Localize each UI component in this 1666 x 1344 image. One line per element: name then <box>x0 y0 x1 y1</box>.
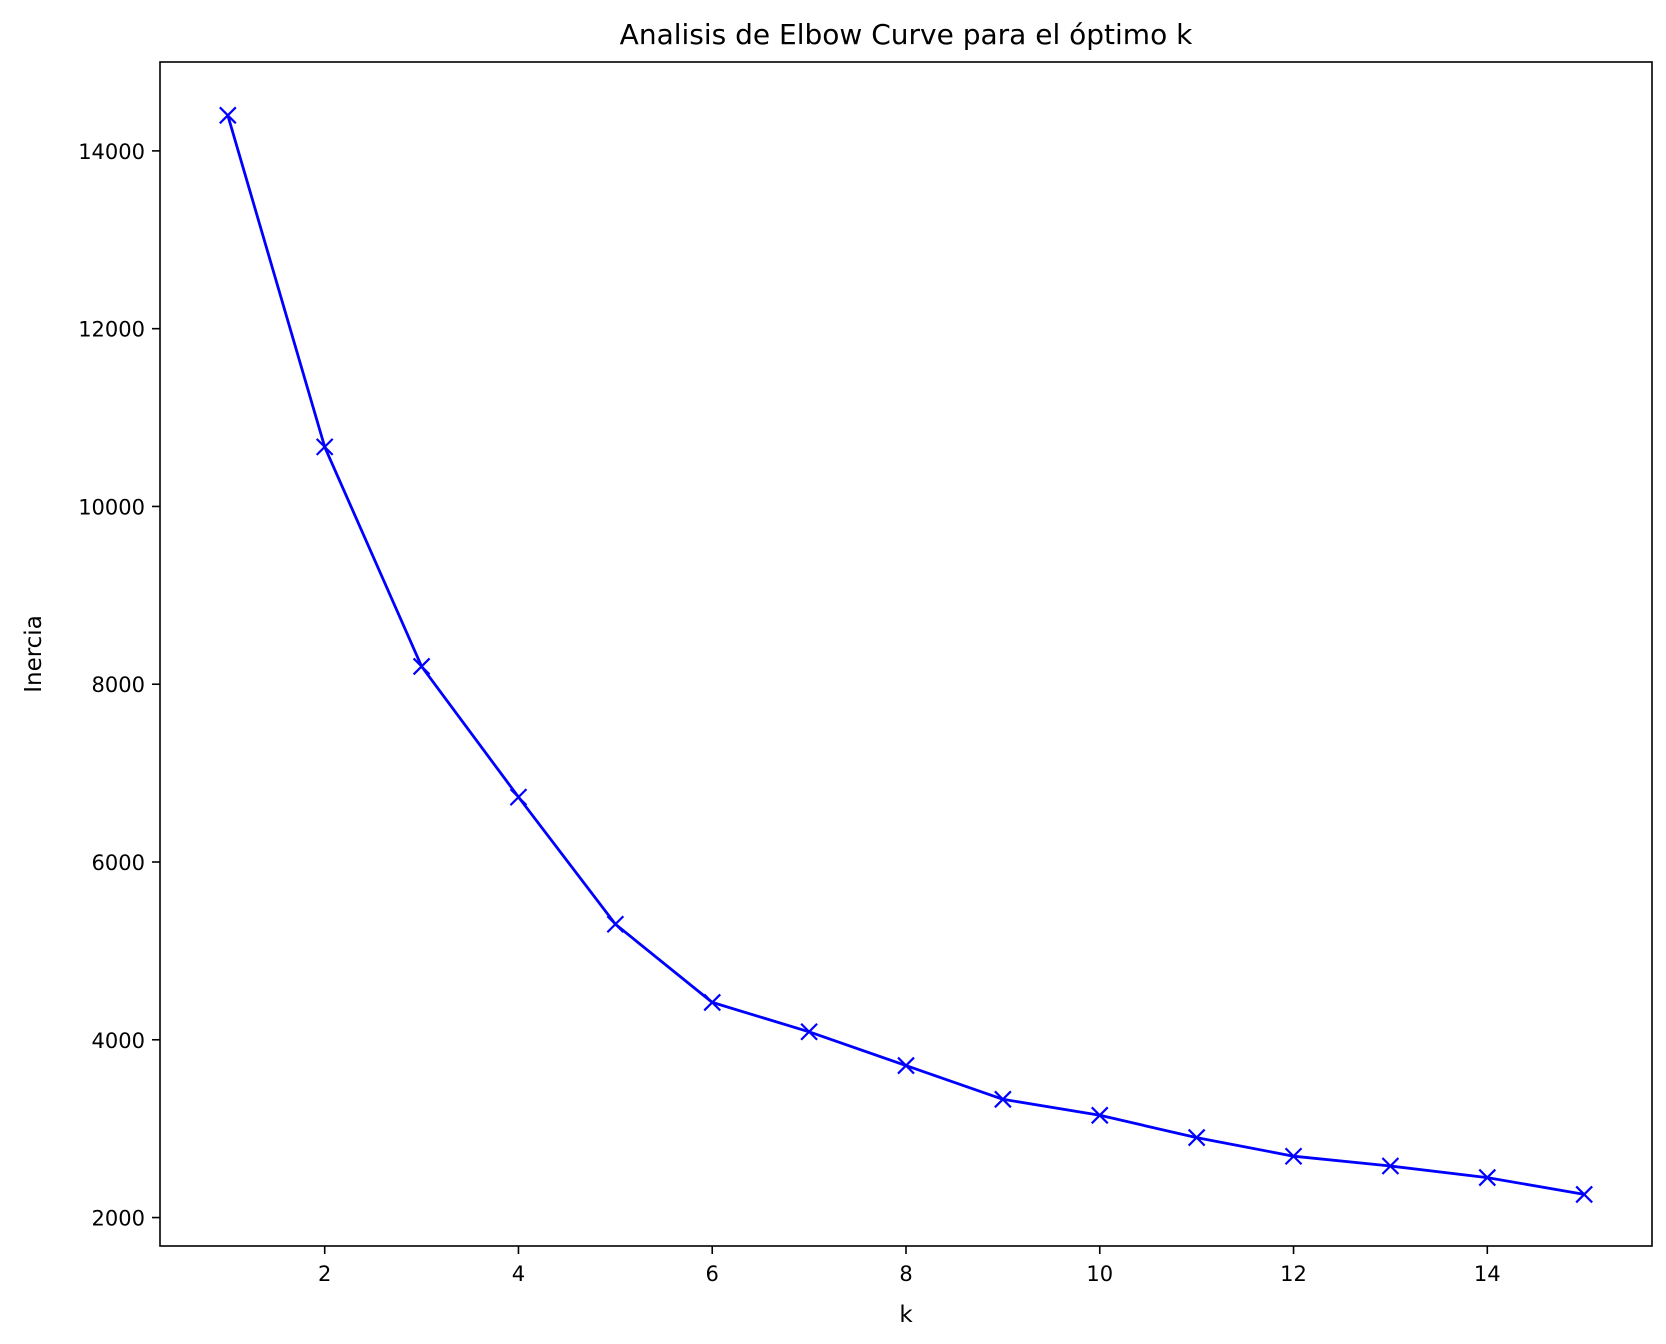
x-tick-label: 2 <box>318 1262 331 1286</box>
x-tick-label: 14 <box>1474 1262 1501 1286</box>
data-point-marker <box>509 788 528 806</box>
series-line <box>226 114 1585 1196</box>
y-tick-label: 2000 <box>92 1207 145 1231</box>
x-axis: 2 4 6 8 10 12 14 <box>318 1246 1501 1286</box>
y-tick-label: 12000 <box>78 318 145 342</box>
data-point-marker <box>219 106 237 125</box>
data-point-marker <box>315 438 334 456</box>
y-tick-label: 8000 <box>92 673 145 697</box>
data-point-marker <box>703 993 722 1012</box>
data-point-marker <box>1478 1168 1497 1187</box>
x-tick-label: 4 <box>512 1262 525 1286</box>
y-axis-label: Inercia <box>21 615 47 693</box>
y-axis: 2000 4000 6000 8000 10000 12000 14000 <box>78 140 160 1231</box>
y-tick-label: 14000 <box>78 140 145 164</box>
data-point-marker <box>897 1056 915 1075</box>
x-tick-label: 12 <box>1280 1262 1307 1286</box>
data-point-marker <box>1381 1157 1400 1175</box>
data-point-marker <box>994 1090 1012 1109</box>
data-point-marker <box>800 1023 818 1041</box>
chart-title: Analisis de Elbow Curve para el óptimo k <box>620 18 1193 51</box>
x-tick-label: 8 <box>899 1262 912 1286</box>
y-tick-label: 10000 <box>78 495 145 519</box>
data-point-marker <box>412 657 431 676</box>
data-point-marker <box>1090 1106 1109 1125</box>
x-axis-label: k <box>899 1302 913 1328</box>
data-point-marker <box>1187 1128 1206 1147</box>
series-group <box>219 106 1593 1204</box>
y-tick-label: 4000 <box>92 1029 145 1053</box>
data-point-marker <box>606 915 625 933</box>
plot-area <box>159 61 1653 1247</box>
x-tick-label: 10 <box>1086 1262 1113 1286</box>
data-point-marker <box>1575 1185 1593 1204</box>
y-tick-label: 6000 <box>92 851 145 875</box>
x-tick-label: 6 <box>706 1262 719 1286</box>
data-point-marker <box>1284 1147 1303 1165</box>
